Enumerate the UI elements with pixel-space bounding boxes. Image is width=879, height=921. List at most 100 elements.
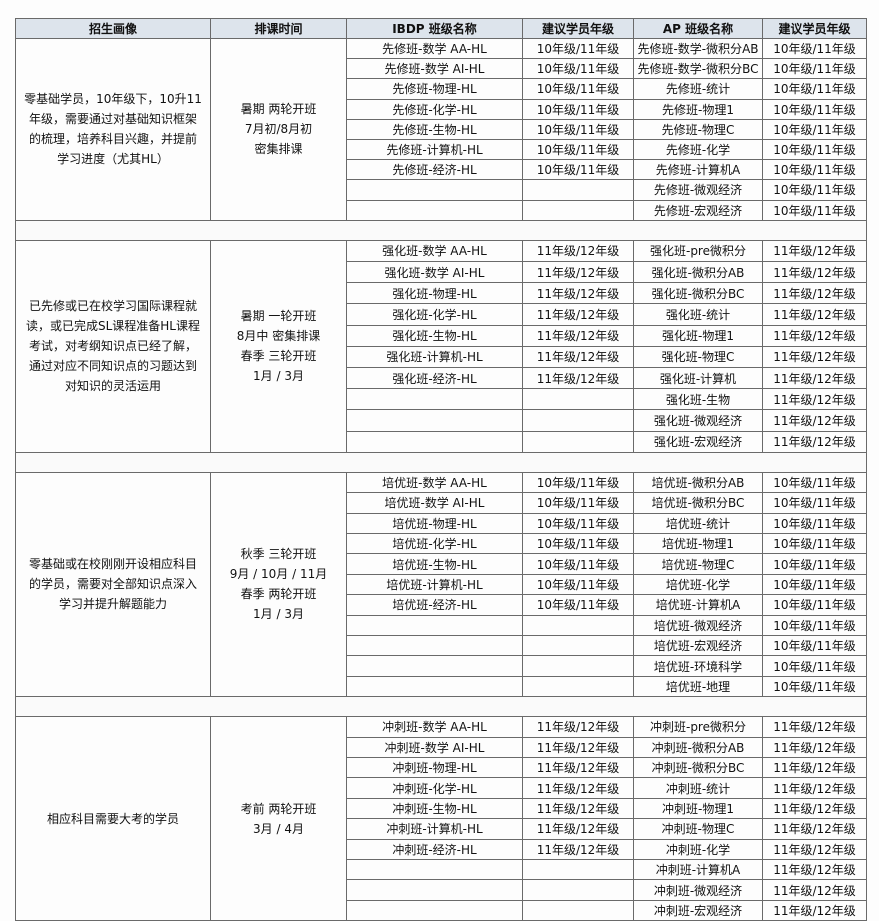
header-cell: 建议学员年级 [522, 18, 634, 39]
ap-name: 培优班-物理C [633, 553, 763, 575]
ibdp-grade: 11年级/12年级 [522, 282, 634, 305]
schedule-line: 1月 / 3月 [253, 369, 304, 384]
ibdp-grade: 10年级/11年级 [522, 594, 634, 616]
ap-grade: 10年级/11年级 [762, 492, 867, 514]
ap-name: 强化班-宏观经济 [633, 430, 763, 453]
schedule-line: 考前 两轮开班 [240, 801, 317, 816]
ap-grade: 11年级/12年级 [762, 282, 867, 305]
ap-grade: 11年级/12年级 [762, 879, 867, 901]
ap-grade: 10年级/11年级 [762, 635, 867, 657]
ibdp-name [346, 859, 523, 881]
ibdp-name: 冲刺班-计算机-HL [346, 818, 523, 840]
ibdp-name: 强化班-计算机-HL [346, 345, 523, 368]
schedule-line: 8月中 密集排课 [236, 329, 321, 344]
ibdp-name: 冲刺班-数学 AA-HL [346, 716, 523, 738]
ibdp-grade: 11年级/12年级 [522, 239, 634, 262]
ibdp-name: 先修班-生物-HL [346, 118, 523, 140]
ibdp-grade [522, 409, 634, 432]
schedule-line: 春季 两轮开班 [240, 587, 317, 602]
schedule-cell: 秋季 三轮开班 9月 / 10月 / 11月 春季 两轮开班 1月 / 3月 [210, 471, 347, 698]
ibdp-name: 冲刺班-物理-HL [346, 757, 523, 779]
spacer-row [15, 696, 867, 718]
ap-grade: 11年级/12年级 [762, 899, 867, 921]
ap-grade: 10年级/11年级 [762, 655, 867, 677]
ibdp-name [346, 430, 523, 453]
ap-grade: 11年级/12年级 [762, 757, 867, 779]
ibdp-name: 培优班-数学 AI-HL [346, 492, 523, 514]
ap-name: 培优班-宏观经济 [633, 635, 763, 657]
ibdp-grade: 10年级/11年级 [522, 512, 634, 534]
ap-name: 冲刺班-微观经济 [633, 879, 763, 901]
ap-grade: 11年级/12年级 [762, 736, 867, 758]
ap-name: 先修班-宏观经济 [633, 199, 763, 221]
ibdp-name [346, 179, 523, 201]
ap-name: 先修班-化学 [633, 139, 763, 161]
ibdp-name: 培优班-经济-HL [346, 594, 523, 616]
profile-cell: 相应科目需要大考的学员 [15, 716, 211, 921]
ap-name: 培优班-微积分BC [633, 492, 763, 514]
ibdp-grade: 10年级/11年级 [522, 573, 634, 596]
schedule-line: 暑期 一轮开班 [240, 309, 317, 324]
ibdp-grade [522, 655, 634, 677]
ibdp-grade: 11年级/12年级 [522, 367, 634, 390]
ap-grade: 11年级/12年级 [762, 818, 867, 840]
ibdp-grade: 11年级/12年级 [522, 838, 634, 860]
ap-grade: 10年级/11年级 [762, 512, 867, 534]
ap-grade: 11年级/12年级 [762, 324, 867, 347]
ap-name: 先修班-数学-微积分AB [633, 38, 763, 60]
ap-grade: 10年级/11年级 [762, 199, 867, 221]
ap-name: 强化班-物理C [633, 345, 763, 368]
ibdp-name: 强化班-化学-HL [346, 303, 523, 326]
ibdp-name: 强化班-物理-HL [346, 282, 523, 305]
header-cell: 建议学员年级 [762, 18, 867, 39]
ap-grade: 10年级/11年级 [762, 471, 867, 494]
ap-grade: 11年级/12年级 [762, 838, 867, 860]
ibdp-name: 培优班-数学 AA-HL [346, 471, 523, 494]
ap-grade: 11年级/12年级 [762, 430, 867, 453]
ibdp-name: 冲刺班-生物-HL [346, 797, 523, 820]
ap-name: 强化班-统计 [633, 303, 763, 326]
ap-grade: 10年级/11年级 [762, 614, 867, 636]
ap-name: 先修班-物理C [633, 118, 763, 140]
schedule-cell: 暑期 两轮开班 7月初/8月初 密集排课 [210, 38, 347, 221]
ibdp-name [346, 409, 523, 432]
ibdp-name: 先修班-化学-HL [346, 98, 523, 120]
ap-name: 培优班-计算机A [633, 594, 763, 616]
ibdp-grade: 11年级/12年级 [522, 303, 634, 326]
ap-name: 培优班-环境科学 [633, 655, 763, 677]
schedule-line: 暑期 两轮开班 [240, 102, 317, 117]
ibdp-grade: 10年级/11年级 [522, 139, 634, 161]
ap-name: 强化班-生物 [633, 388, 763, 411]
ap-grade: 11年级/12年级 [762, 409, 867, 432]
ibdp-grade [522, 199, 634, 221]
ap-name: 强化班-pre微积分 [633, 239, 763, 262]
ibdp-name [346, 879, 523, 901]
ibdp-name [346, 899, 523, 921]
ibdp-name: 强化班-经济-HL [346, 367, 523, 390]
ap-name: 冲刺班-pre微积分 [633, 716, 763, 738]
ibdp-name: 培优班-生物-HL [346, 553, 523, 575]
ap-grade: 10年级/11年级 [762, 78, 867, 100]
header-cell: 招生画像 [15, 18, 211, 39]
ap-grade: 10年级/11年级 [762, 139, 867, 161]
profile-cell: 零基础或在校刚刚开设相应科目的学员，需要对全部知识点深入学习并提升解题能力 [15, 471, 211, 698]
ap-name: 先修班-计算机A [633, 159, 763, 181]
ibdp-grade [522, 879, 634, 901]
ibdp-grade: 11年级/12年级 [522, 324, 634, 347]
schedule-line: 9月 / 10月 / 11月 [229, 567, 328, 582]
ap-grade: 10年级/11年级 [762, 38, 867, 60]
ap-grade: 11年级/12年级 [762, 239, 867, 262]
ibdp-grade: 10年级/11年级 [522, 471, 634, 494]
ibdp-name: 培优班-物理-HL [346, 512, 523, 534]
ap-name: 培优班-化学 [633, 573, 763, 596]
ap-grade: 11年级/12年级 [762, 797, 867, 820]
ibdp-name: 先修班-物理-HL [346, 78, 523, 100]
ibdp-name: 冲刺班-经济-HL [346, 838, 523, 860]
ap-name: 冲刺班-物理C [633, 818, 763, 840]
ibdp-grade: 10年级/11年级 [522, 553, 634, 575]
ap-grade: 11年级/12年级 [762, 261, 867, 284]
ibdp-grade: 10年级/11年级 [522, 98, 634, 120]
schedule-line: 秋季 三轮开班 [240, 547, 317, 562]
header-cell: AP 班级名称 [633, 18, 763, 39]
ap-grade: 10年级/11年级 [762, 118, 867, 140]
